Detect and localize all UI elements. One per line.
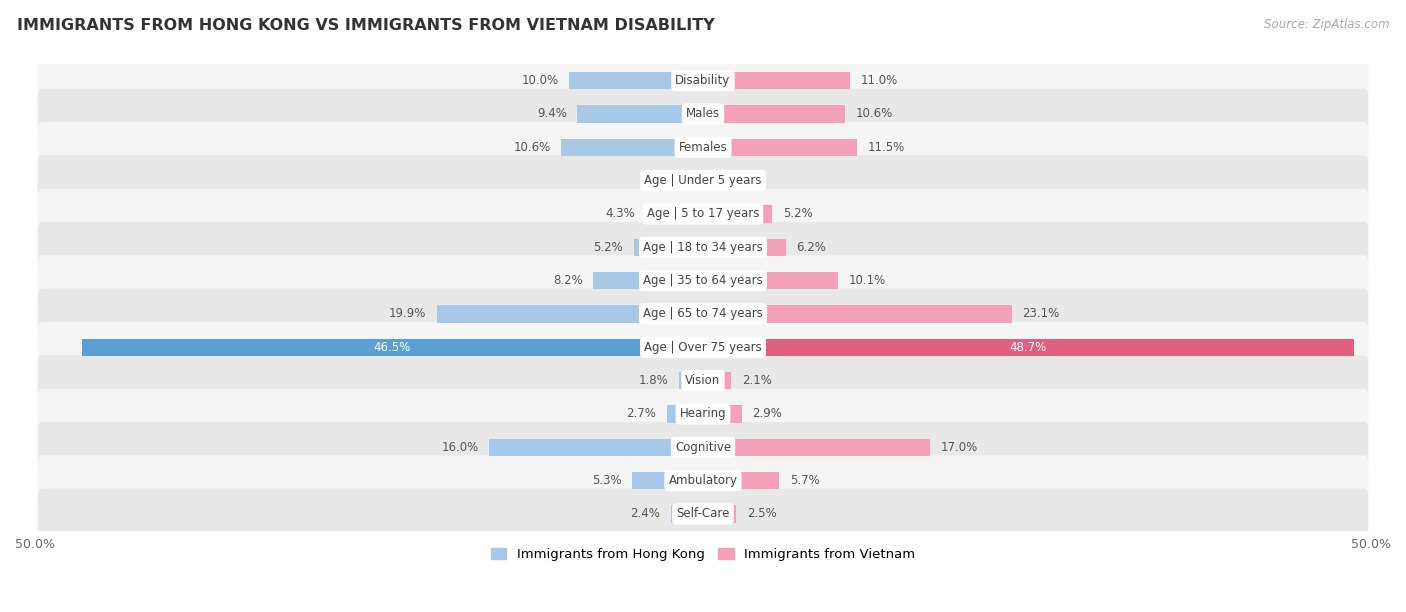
Bar: [578, 105, 703, 122]
Bar: [437, 305, 703, 323]
Text: 5.2%: 5.2%: [783, 207, 813, 220]
Text: 11.5%: 11.5%: [868, 141, 904, 154]
Bar: [671, 506, 703, 523]
Text: 1.8%: 1.8%: [638, 374, 668, 387]
Text: Source: ZipAtlas.com: Source: ZipAtlas.com: [1264, 18, 1389, 31]
FancyBboxPatch shape: [38, 356, 1368, 406]
Text: 10.6%: 10.6%: [513, 141, 551, 154]
Text: Age | 65 to 74 years: Age | 65 to 74 years: [643, 307, 763, 321]
Text: 2.7%: 2.7%: [626, 408, 657, 420]
Text: 6.2%: 6.2%: [797, 241, 827, 254]
FancyBboxPatch shape: [38, 422, 1368, 472]
Text: 46.5%: 46.5%: [374, 341, 411, 354]
Text: 10.1%: 10.1%: [849, 274, 886, 287]
Bar: [666, 405, 703, 423]
Text: Ambulatory: Ambulatory: [668, 474, 738, 487]
Bar: [645, 205, 703, 223]
FancyBboxPatch shape: [38, 222, 1368, 272]
Text: Hearing: Hearing: [679, 408, 727, 420]
Text: 5.3%: 5.3%: [592, 474, 621, 487]
Text: 10.6%: 10.6%: [855, 108, 893, 121]
FancyBboxPatch shape: [38, 89, 1368, 140]
Text: 5.7%: 5.7%: [790, 474, 820, 487]
FancyBboxPatch shape: [38, 122, 1368, 173]
Bar: [703, 205, 772, 223]
Bar: [634, 239, 703, 256]
FancyBboxPatch shape: [38, 488, 1368, 539]
Bar: [489, 439, 703, 456]
Bar: [703, 239, 786, 256]
Legend: Immigrants from Hong Kong, Immigrants from Vietnam: Immigrants from Hong Kong, Immigrants fr…: [485, 542, 921, 566]
Text: 19.9%: 19.9%: [389, 307, 426, 321]
Bar: [593, 272, 703, 289]
Bar: [703, 105, 845, 122]
Bar: [703, 172, 717, 189]
Bar: [703, 272, 838, 289]
Bar: [569, 72, 703, 89]
FancyBboxPatch shape: [38, 155, 1368, 206]
Text: 48.7%: 48.7%: [1010, 341, 1047, 354]
FancyBboxPatch shape: [38, 455, 1368, 506]
FancyBboxPatch shape: [38, 255, 1368, 306]
Text: 2.1%: 2.1%: [742, 374, 772, 387]
FancyBboxPatch shape: [38, 188, 1368, 239]
Text: 5.2%: 5.2%: [593, 241, 623, 254]
Bar: [703, 139, 856, 156]
Bar: [633, 472, 703, 489]
Text: 10.0%: 10.0%: [522, 74, 558, 87]
Text: 9.4%: 9.4%: [537, 108, 567, 121]
Bar: [703, 405, 742, 423]
Bar: [703, 506, 737, 523]
Bar: [679, 372, 703, 389]
Bar: [703, 472, 779, 489]
Bar: [82, 338, 703, 356]
Bar: [703, 305, 1011, 323]
Text: Age | Under 5 years: Age | Under 5 years: [644, 174, 762, 187]
Bar: [703, 439, 931, 456]
Bar: [703, 338, 1354, 356]
Text: Age | Over 75 years: Age | Over 75 years: [644, 341, 762, 354]
Text: 0.95%: 0.95%: [643, 174, 679, 187]
FancyBboxPatch shape: [38, 55, 1368, 106]
FancyBboxPatch shape: [38, 389, 1368, 439]
Text: 11.0%: 11.0%: [860, 74, 898, 87]
Text: 17.0%: 17.0%: [941, 441, 979, 453]
Text: Self-Care: Self-Care: [676, 507, 730, 520]
Text: 2.5%: 2.5%: [747, 507, 778, 520]
Text: Age | 35 to 64 years: Age | 35 to 64 years: [643, 274, 763, 287]
Text: 23.1%: 23.1%: [1022, 307, 1060, 321]
Text: Cognitive: Cognitive: [675, 441, 731, 453]
Text: Age | 5 to 17 years: Age | 5 to 17 years: [647, 207, 759, 220]
Text: IMMIGRANTS FROM HONG KONG VS IMMIGRANTS FROM VIETNAM DISABILITY: IMMIGRANTS FROM HONG KONG VS IMMIGRANTS …: [17, 18, 714, 34]
Text: 2.9%: 2.9%: [752, 408, 782, 420]
FancyBboxPatch shape: [38, 322, 1368, 373]
Text: 16.0%: 16.0%: [441, 441, 478, 453]
Text: 1.1%: 1.1%: [728, 174, 758, 187]
Bar: [703, 72, 851, 89]
Bar: [690, 172, 703, 189]
Bar: [703, 372, 731, 389]
Bar: [561, 139, 703, 156]
Text: 2.4%: 2.4%: [630, 507, 661, 520]
Text: Vision: Vision: [685, 374, 721, 387]
FancyBboxPatch shape: [38, 289, 1368, 339]
Text: Age | 18 to 34 years: Age | 18 to 34 years: [643, 241, 763, 254]
Text: 4.3%: 4.3%: [605, 207, 636, 220]
Text: 8.2%: 8.2%: [553, 274, 582, 287]
Text: Males: Males: [686, 108, 720, 121]
Text: Females: Females: [679, 141, 727, 154]
Text: Disability: Disability: [675, 74, 731, 87]
